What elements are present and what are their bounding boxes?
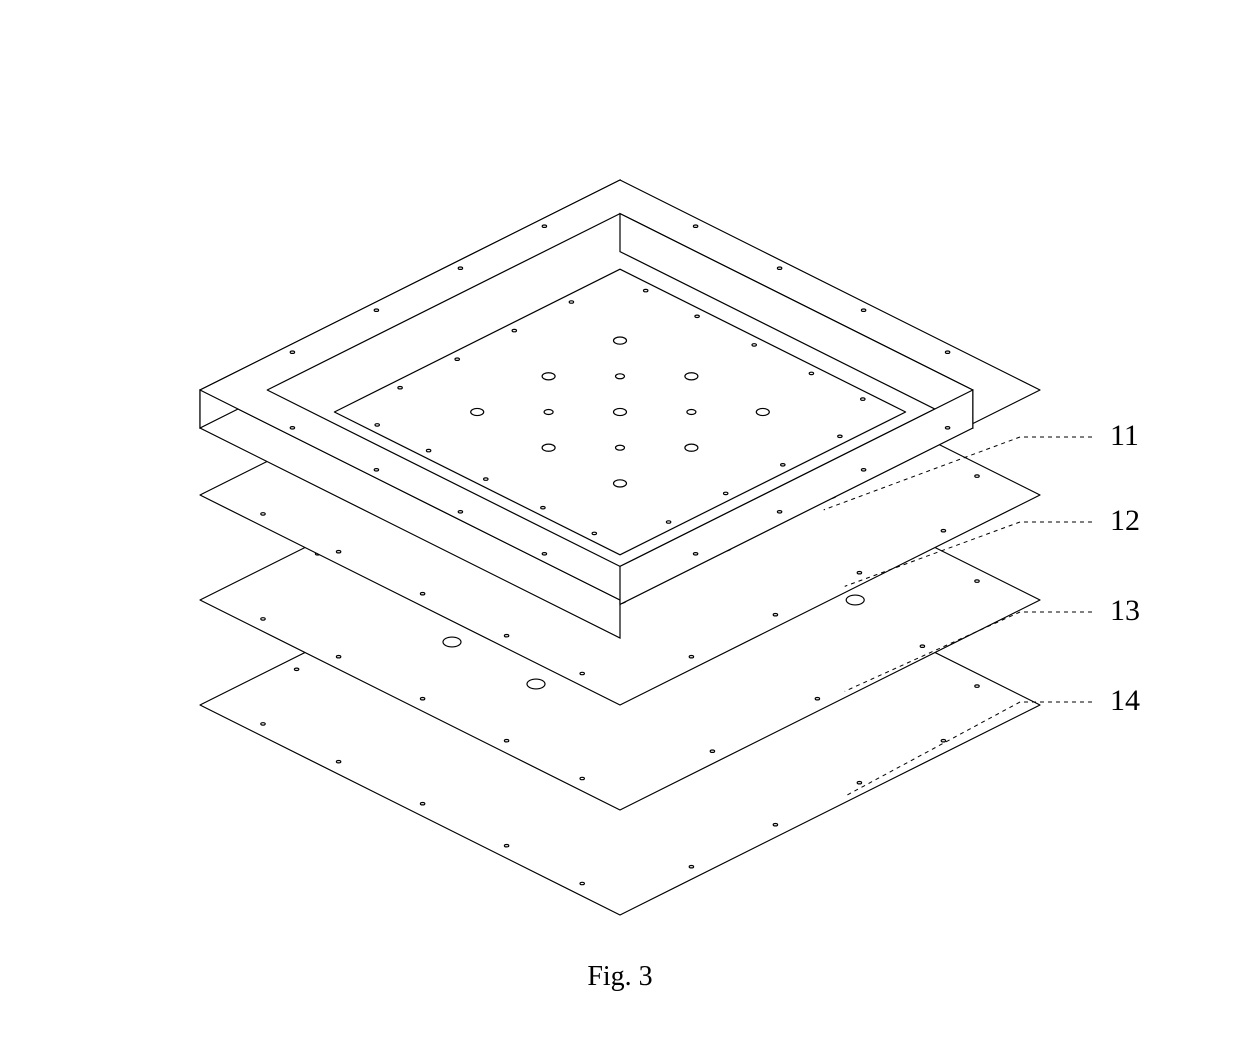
label-14: 14 xyxy=(1110,684,1140,717)
figure-caption: Fig. 3 xyxy=(587,961,652,992)
exploded-diagram: 11 12 13 14 Fig. 3 xyxy=(0,0,1240,1045)
label-12: 12 xyxy=(1110,504,1140,537)
label-11: 11 xyxy=(1110,419,1139,452)
label-13: 13 xyxy=(1110,594,1140,627)
